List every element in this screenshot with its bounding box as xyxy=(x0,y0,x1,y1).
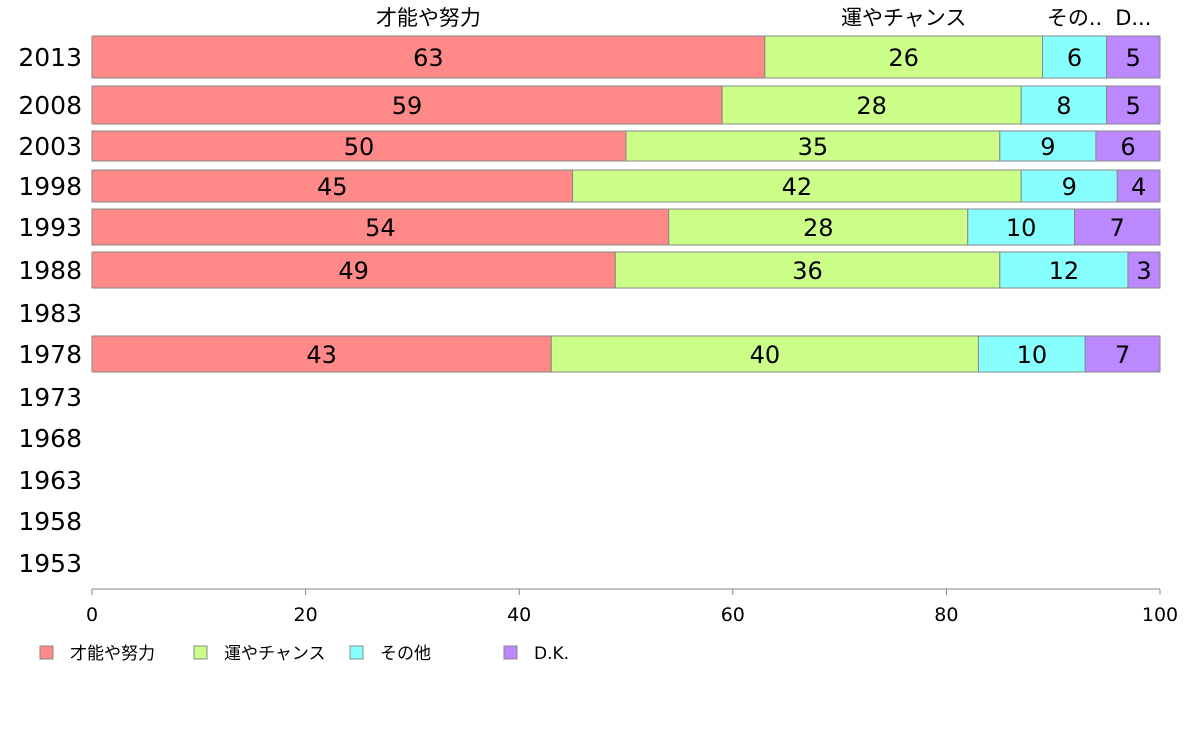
bar-segment-1988-2 xyxy=(614,251,1001,289)
bar-value-label-1998-3: 9 xyxy=(1062,173,1077,201)
bar-segment-2003-1 xyxy=(91,130,627,162)
bar-segment-1993-1 xyxy=(91,208,670,246)
bar-segment-1988-3 xyxy=(999,251,1129,289)
bar-value-label-1988-1: 49 xyxy=(338,257,369,285)
bar-segment-1993-3 xyxy=(967,208,1076,246)
year-label-2008: 2008 xyxy=(18,91,82,120)
legend-swatch-1 xyxy=(39,645,54,660)
bar-segment-1993-2 xyxy=(668,208,969,246)
legend-label-4: D.K. xyxy=(534,644,569,664)
bar-value-label-2003-4: 6 xyxy=(1120,133,1135,161)
year-label-1993: 1993 xyxy=(18,213,82,242)
bar-value-label-1993-2: 28 xyxy=(803,214,834,242)
series-header-label-4: D... xyxy=(1115,6,1151,30)
bar-value-label-1978-3: 10 xyxy=(1017,341,1048,369)
x-tick-label-60: 60 xyxy=(721,604,745,626)
bar-value-label-2013-2: 26 xyxy=(888,44,919,72)
bar-segment-2008-1 xyxy=(91,85,723,125)
bar-value-label-2013-3: 6 xyxy=(1067,44,1082,72)
bar-segment-1998-4 xyxy=(1116,169,1161,203)
bar-value-label-1988-3: 12 xyxy=(1049,257,1080,285)
bar-value-label-2003-3: 9 xyxy=(1040,133,1055,161)
bar-segment-2013-1 xyxy=(91,35,766,79)
year-label-1998: 1998 xyxy=(18,172,82,201)
bar-value-label-2003-1: 50 xyxy=(344,133,375,161)
series-header-label-3: その.. xyxy=(1047,6,1102,30)
x-tick-label-20: 20 xyxy=(294,604,318,626)
year-label-1983: 1983 xyxy=(18,299,82,328)
bar-segment-2013-3 xyxy=(1042,35,1108,79)
bar-segment-1978-4 xyxy=(1084,335,1161,373)
bar-value-label-2013-4: 5 xyxy=(1126,44,1141,72)
bar-value-label-1993-4: 7 xyxy=(1110,214,1125,242)
bar-segment-1978-3 xyxy=(977,335,1086,373)
bar-value-label-1978-1: 43 xyxy=(306,341,337,369)
year-label-2003: 2003 xyxy=(18,132,82,161)
bar-value-label-2008-1: 59 xyxy=(392,92,423,120)
bar-value-label-1993-3: 10 xyxy=(1006,214,1037,242)
bar-value-label-1978-4: 7 xyxy=(1115,341,1130,369)
legend-swatch-2 xyxy=(193,645,208,660)
bar-value-label-1998-1: 45 xyxy=(317,173,348,201)
year-label-1973: 1973 xyxy=(18,383,82,412)
legend-label-2: 運やチャンス xyxy=(224,644,326,664)
bar-segment-1998-1 xyxy=(91,169,574,203)
bar-value-label-1998-2: 42 xyxy=(782,173,813,201)
year-label-1978: 1978 xyxy=(18,340,82,369)
series-header-label-1: 才能や努力 xyxy=(376,6,481,30)
bar-value-label-2008-4: 5 xyxy=(1126,92,1141,120)
legend-label-1: 才能や努力 xyxy=(70,644,155,664)
bar-segment-1988-1 xyxy=(91,251,616,289)
x-tick-label-80: 80 xyxy=(934,604,958,626)
year-label-1988: 1988 xyxy=(18,256,82,285)
x-tick-label-100: 100 xyxy=(1142,604,1178,626)
year-label-1953: 1953 xyxy=(18,549,82,578)
legend-swatch-4 xyxy=(503,645,518,660)
bar-value-label-1988-4: 3 xyxy=(1136,257,1151,285)
year-label-1968: 1968 xyxy=(18,424,82,453)
legend-swatch-3 xyxy=(349,645,364,660)
legend-label-3: その他 xyxy=(380,644,431,664)
bar-segment-2003-2 xyxy=(625,130,1001,162)
bar-value-label-1993-1: 54 xyxy=(365,214,396,242)
bar-segment-1998-2 xyxy=(572,169,1022,203)
series-header-label-2: 運やチャンス xyxy=(841,6,966,30)
year-label-1958: 1958 xyxy=(18,507,82,536)
bar-segment-2008-4 xyxy=(1106,85,1161,125)
bar-segment-1978-1 xyxy=(91,335,552,373)
year-label-1963: 1963 xyxy=(18,466,82,495)
x-tick-label-0: 0 xyxy=(86,604,98,626)
bar-value-label-2008-2: 28 xyxy=(856,92,887,120)
bar-value-label-1988-2: 36 xyxy=(792,257,823,285)
x-tick-label-40: 40 xyxy=(507,604,531,626)
bar-value-label-2008-3: 8 xyxy=(1056,92,1071,120)
bar-segment-2013-4 xyxy=(1106,35,1161,79)
bar-value-label-1998-4: 4 xyxy=(1131,173,1146,201)
bar-segment-2003-4 xyxy=(1095,130,1161,162)
bar-segment-2008-2 xyxy=(721,85,1022,125)
bar-segment-1988-4 xyxy=(1127,251,1161,289)
bar-segment-2008-3 xyxy=(1020,85,1108,125)
bar-value-label-1978-2: 40 xyxy=(750,341,781,369)
bar-value-label-2013-1: 63 xyxy=(413,44,444,72)
bar-segment-1993-4 xyxy=(1074,208,1161,246)
bar-segment-2013-2 xyxy=(764,35,1044,79)
year-label-2013: 2013 xyxy=(18,43,82,72)
bar-value-label-2003-2: 35 xyxy=(798,133,829,161)
